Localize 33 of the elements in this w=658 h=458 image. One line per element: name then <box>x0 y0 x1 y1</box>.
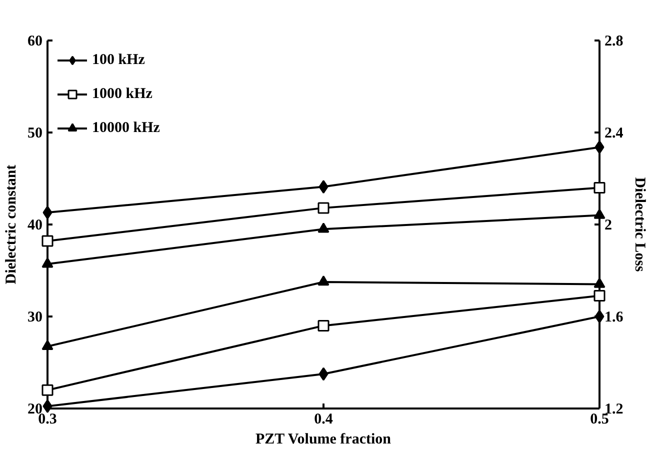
point <box>42 258 54 268</box>
point <box>42 206 52 220</box>
point <box>318 275 330 286</box>
y2-tick-label: 2.4 <box>604 126 624 142</box>
y-axis-title: Dielectric constant <box>4 164 20 284</box>
point <box>594 278 606 288</box>
point <box>42 340 54 350</box>
y-tick-label: 50 <box>28 126 42 142</box>
point <box>594 310 604 324</box>
point <box>42 384 54 396</box>
y2-axis-title: Dielectric Loss <box>631 177 648 272</box>
y-tick-label: 40 <box>28 218 42 234</box>
point <box>318 222 330 233</box>
point <box>594 208 606 219</box>
point <box>318 320 330 332</box>
point <box>318 180 328 194</box>
point <box>42 235 54 247</box>
x-tick-label: 0.4 <box>314 412 334 428</box>
legend-label: 1000 kHz <box>92 86 152 102</box>
y2-tick-label: 2.8 <box>604 34 624 50</box>
y-tick-label: 60 <box>28 34 42 50</box>
y2-tick-label: 1.6 <box>604 310 624 326</box>
point <box>594 290 606 302</box>
point <box>594 182 606 194</box>
legend-label: 100 kHz <box>92 52 145 68</box>
y-tick-label: 30 <box>28 310 42 326</box>
point <box>42 399 52 413</box>
x-axis-title: PZT Volume fraction <box>255 432 392 448</box>
y2-tick-label: 2 <box>604 218 612 234</box>
legend-label: 10000 kHz <box>92 120 160 136</box>
point <box>318 202 330 214</box>
point <box>318 367 328 381</box>
point <box>594 140 604 154</box>
